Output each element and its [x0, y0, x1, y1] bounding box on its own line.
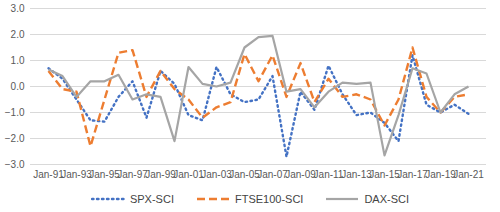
html-text:DAX-SCI: DAX-SCI	[364, 193, 409, 205]
svg-text:Jan-19: Jan-19	[425, 169, 456, 180]
html-text:FTSE100-SCI: FTSE100-SCI	[235, 193, 304, 205]
svg-text:−2.0: −2.0	[5, 133, 25, 144]
svg-text:Jan-09: Jan-09	[285, 169, 316, 180]
svg-text:Jan-99: Jan-99	[145, 169, 176, 180]
svg-text:Jan-03: Jan-03	[201, 169, 232, 180]
svg-text:2.0: 2.0	[11, 29, 25, 40]
svg-text:1.0: 1.0	[11, 55, 25, 66]
svg-text:Jan-21: Jan-21	[453, 169, 484, 180]
svg-text:Jan-01: Jan-01	[173, 169, 204, 180]
svg-text:Jan-11: Jan-11	[314, 169, 344, 180]
svg-text:−3.0: −3.0	[5, 159, 25, 170]
svg-text:Jan-07: Jan-07	[257, 169, 288, 180]
svg-text:Jan-15: Jan-15	[369, 169, 400, 180]
svg-text:Jan-17: Jan-17	[397, 169, 428, 180]
svg-text:Jan-95: Jan-95	[89, 169, 120, 180]
html-text:SPX-SCI: SPX-SCI	[129, 193, 174, 205]
svg-text:Jan-93: Jan-93	[61, 169, 92, 180]
svg-text:−1.0: −1.0	[5, 107, 25, 118]
svg-text:3.0: 3.0	[11, 3, 25, 14]
svg-text:Jan-05: Jan-05	[229, 169, 260, 180]
svg-text:Jan-91: Jan-91	[33, 169, 64, 180]
svg-text:Jan-97: Jan-97	[117, 169, 148, 180]
svg-text:Jan-13: Jan-13	[341, 169, 372, 180]
svg-text:0.0: 0.0	[11, 81, 25, 92]
